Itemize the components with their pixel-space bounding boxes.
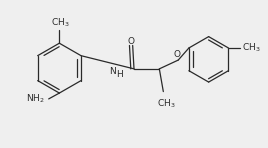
Text: H: H	[116, 70, 123, 78]
Text: CH$_3$: CH$_3$	[51, 17, 70, 29]
Text: O: O	[127, 37, 134, 46]
Text: CH$_3$: CH$_3$	[157, 97, 175, 110]
Text: O: O	[173, 50, 180, 59]
Text: N: N	[109, 67, 116, 76]
Text: CH$_3$: CH$_3$	[242, 42, 261, 54]
Text: NH$_2$: NH$_2$	[26, 93, 45, 105]
